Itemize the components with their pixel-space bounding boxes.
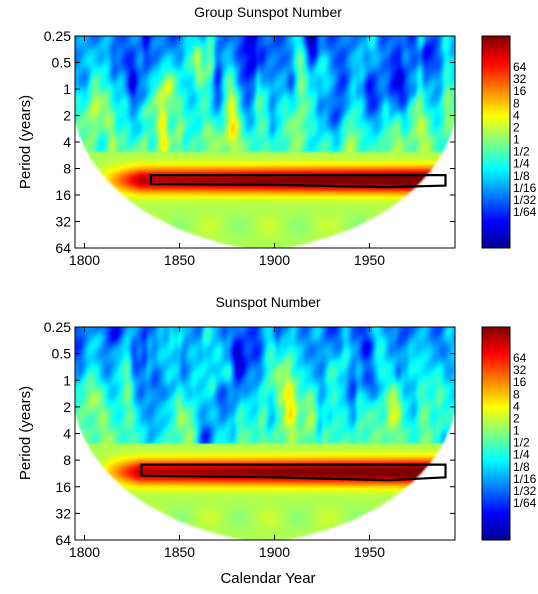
- colorbar-label: 2: [513, 411, 520, 425]
- wavelet-power-image: [75, 327, 455, 540]
- colorbar-label: 1: [513, 133, 520, 147]
- wavelet-power-image: [75, 36, 455, 248]
- y-tick-label: 2: [63, 399, 71, 415]
- y-tick-label: 4: [63, 134, 71, 150]
- colorbar-label: 16: [513, 375, 527, 389]
- x-axis: 1800 1850 1900 1950: [69, 327, 385, 560]
- colorbar-label: 32: [513, 363, 527, 377]
- y-tick-label: 0.5: [52, 55, 72, 71]
- y-tick-label: 64: [55, 240, 71, 256]
- colorbar-label: 1/8: [513, 169, 530, 183]
- x-tick-label: 1850: [164, 544, 195, 560]
- panel-title: Sunspot Number: [215, 294, 320, 310]
- x-tick-label: 1800: [69, 252, 100, 268]
- colorbar-label: 1: [513, 424, 520, 438]
- colorbar-label: 1/2: [513, 436, 530, 450]
- y-tick-label: 32: [55, 505, 71, 521]
- y-axis: 0.25 0.5 1 2 4 8 16 32 64: [44, 28, 455, 256]
- y-axis-label: Period (years): [17, 386, 34, 480]
- x-axis-label: Calendar Year: [220, 570, 315, 587]
- y-tick-label: 16: [55, 187, 71, 203]
- colorbar-label: 8: [513, 387, 520, 401]
- sunspot-panel: Sunspot Number 1800 1850 1900 1950 0.250.51…: [17, 294, 537, 587]
- x-tick-label: 1900: [259, 544, 290, 560]
- colorbar-label: 1/32: [513, 484, 537, 498]
- colorbar-label: 64: [513, 351, 527, 365]
- panel-title: Group Sunspot Number: [194, 4, 342, 20]
- y-axis: 0.25 0.5 1 2 4 8 16 32 64: [44, 319, 455, 548]
- colorbar-label: 1/4: [513, 448, 530, 462]
- colorbar-label: 1/4: [513, 157, 530, 171]
- colorbar-label: 1/8: [513, 460, 530, 474]
- colorbar: [481, 35, 511, 249]
- colorbar-label: 8: [513, 96, 520, 110]
- colorbar-label: 1/64: [513, 205, 537, 219]
- y-tick-label: 64: [55, 532, 71, 548]
- colorbar-label: 64: [513, 60, 527, 74]
- x-tick-label: 1850: [164, 252, 195, 268]
- colorbar: [481, 326, 511, 541]
- y-tick-label: 1: [63, 372, 71, 388]
- y-tick-label: 8: [63, 452, 71, 468]
- y-tick-label: 1: [63, 81, 71, 97]
- colorbar-label: 4: [513, 399, 520, 413]
- y-tick-label: 8: [63, 161, 71, 177]
- x-tick-label: 1950: [354, 252, 385, 268]
- colorbar-label: 4: [513, 108, 520, 122]
- y-tick-label: 0.25: [44, 319, 71, 335]
- colorbar-label: 2: [513, 120, 520, 134]
- y-tick-label: 4: [63, 426, 71, 442]
- y-tick-label: 0.25: [44, 28, 71, 44]
- x-tick-label: 1900: [259, 252, 290, 268]
- y-tick-label: 2: [63, 108, 71, 124]
- heatmap-area: [75, 327, 455, 540]
- colorbar-label: 32: [513, 72, 527, 86]
- y-axis-label: Period (years): [17, 95, 34, 189]
- heatmap-area: [75, 36, 455, 248]
- y-tick-label: 0.5: [52, 346, 72, 362]
- significance-contour: [149, 174, 447, 189]
- y-tick-label: 16: [55, 479, 71, 495]
- colorbar-label: 1/64: [513, 496, 537, 510]
- significance-contour: [140, 463, 447, 482]
- colorbar-label: 1/32: [513, 193, 537, 207]
- group-sunspot-panel: Group Sunspot Number 1800 1850 1900 1950 0.…: [17, 4, 537, 268]
- colorbar-label: 1/16: [513, 472, 537, 486]
- y-tick-label: 32: [55, 214, 71, 230]
- x-tick-label: 1950: [354, 544, 385, 560]
- colorbar-label: 1/16: [513, 181, 537, 195]
- x-axis: 1800 1850 1900 1950: [69, 36, 385, 268]
- colorbar-label: 16: [513, 84, 527, 98]
- x-tick-label: 1800: [69, 544, 100, 560]
- colorbar-label: 1/2: [513, 145, 530, 159]
